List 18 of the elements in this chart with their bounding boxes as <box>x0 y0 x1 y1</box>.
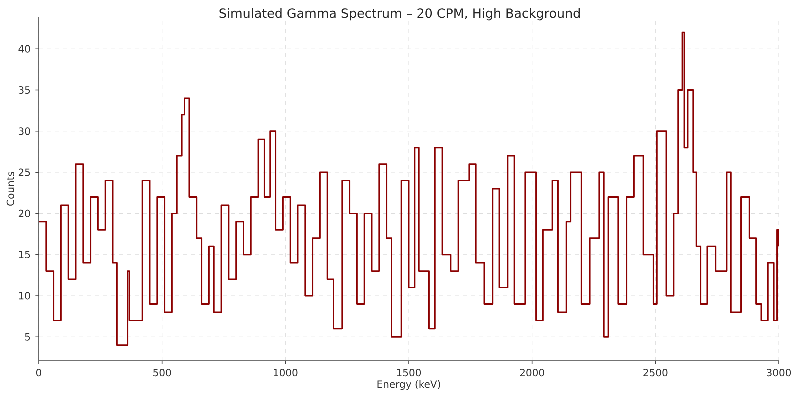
y-tick-label: 35 <box>18 86 30 94</box>
y-tick-label: 10 <box>19 292 30 300</box>
x-axis-title: Energy (keV) <box>378 380 440 390</box>
y-tick-label: 40 <box>18 45 30 53</box>
x-tick-label: 0 <box>36 369 42 377</box>
y-tick-label: 30 <box>18 128 30 136</box>
x-tick-label: 1500 <box>397 369 422 377</box>
x-tick-label: 2500 <box>644 369 668 377</box>
y-axis-title: Counts <box>6 172 14 206</box>
chart-title: Simulated Gamma Spectrum – 20 CPM, High Background <box>220 8 580 21</box>
y-tick-label: 5 <box>25 333 30 341</box>
x-tick-label: 3000 <box>767 369 792 377</box>
y-tick-label: 20 <box>18 210 30 218</box>
x-tick-label: 1000 <box>274 369 298 377</box>
y-tick-label: 15 <box>19 251 30 259</box>
y-tick-label: 25 <box>18 168 30 176</box>
x-tick-label: 500 <box>154 369 172 377</box>
x-tick-label: 2000 <box>520 369 544 377</box>
